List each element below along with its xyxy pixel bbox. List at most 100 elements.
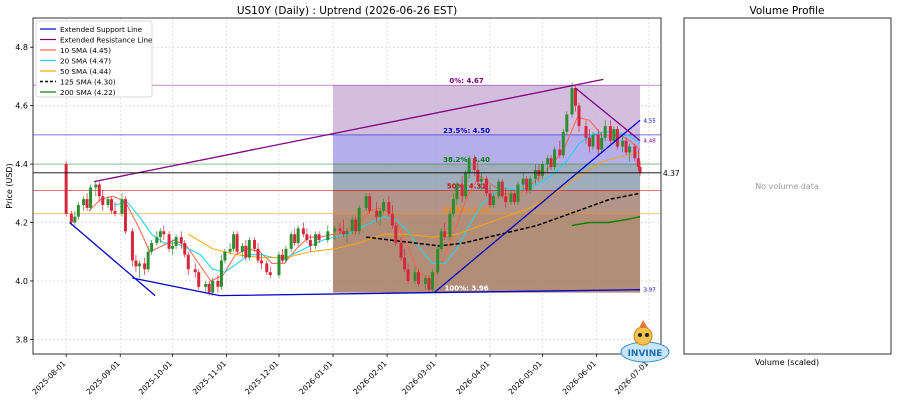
x-tick-label: 2025-10-01: [137, 359, 174, 396]
candle-body: [101, 196, 105, 205]
candle-body: [223, 251, 227, 261]
sma50-line: [188, 151, 641, 259]
x-tick-label: 2026-05-01: [507, 359, 544, 396]
candle-body: [314, 234, 318, 246]
candle-body: [553, 149, 557, 168]
candle-body: [455, 184, 459, 200]
trendline-end-label: 4.48: [644, 139, 657, 145]
volume-profile-title: Volume Profile: [749, 5, 824, 17]
candle-body: [289, 234, 293, 249]
main-plot-frame: [32, 17, 662, 355]
candle-body: [600, 137, 604, 150]
support-line: [69, 222, 156, 297]
fib-level-label: 100%: 3.96: [444, 285, 488, 293]
legend-entry: 20 SMA (4.47): [60, 56, 111, 65]
candle-body: [240, 245, 244, 252]
candle-body: [621, 140, 625, 147]
candlesticks: [64, 82, 642, 296]
support-line-lower: [132, 277, 641, 297]
candle-body: [460, 184, 464, 197]
candle-body: [561, 131, 565, 156]
candle-body: [364, 196, 368, 208]
candle-body: [596, 134, 600, 150]
y-tick-label: 4.0: [15, 277, 28, 286]
annotations: 4.37 4.55 4.48 3.97: [33, 118, 680, 294]
candle-body: [497, 181, 501, 197]
candle-body: [417, 272, 421, 284]
x-tick-label: 2025-11-01: [191, 359, 228, 396]
candle-body: [488, 193, 492, 205]
candle-body: [186, 254, 190, 270]
candle-body: [624, 140, 628, 153]
candle-body: [253, 240, 257, 249]
candle-body: [158, 231, 162, 238]
candle-body: [540, 164, 544, 176]
candle-body: [301, 228, 305, 235]
y-tick-label: 4.4: [15, 160, 28, 169]
x-tick-label: 2026-01-01: [297, 359, 334, 396]
candle-body: [277, 254, 281, 276]
candle-body: [406, 269, 410, 281]
candle-body: [305, 234, 309, 241]
candle-body: [73, 216, 77, 223]
moving-averages: [88, 116, 641, 282]
candle-body: [525, 178, 529, 191]
candle-body: [308, 240, 312, 246]
x-tick-label: 2025-08-01: [30, 359, 67, 396]
candle-body: [326, 231, 330, 241]
candle-body: [436, 248, 440, 273]
candle-body: [265, 263, 269, 273]
candle-body: [123, 199, 127, 232]
candle-body: [162, 231, 166, 235]
candle-body: [574, 88, 578, 106]
candle-body: [467, 158, 471, 173]
x-tick-label: 2026-04-01: [454, 359, 491, 396]
candle-body: [476, 169, 480, 182]
fib-band: [333, 85, 641, 135]
candle-body: [636, 158, 640, 168]
candle-body: [591, 134, 595, 147]
candle-body: [232, 234, 236, 249]
candle-body: [280, 254, 284, 261]
candle-body: [464, 172, 468, 197]
legend-entry: 125 SMA (4.30): [60, 77, 116, 86]
candle-body: [615, 129, 619, 147]
volume-profile-frame: [683, 17, 892, 355]
candle-body: [451, 199, 455, 214]
candle-body: [413, 272, 417, 281]
candle-body: [216, 280, 220, 287]
candle-body: [472, 158, 476, 170]
candle-body: [167, 234, 171, 249]
candle-body: [211, 280, 215, 293]
candle-body: [338, 228, 342, 232]
candle-body: [342, 231, 346, 235]
candle-body: [354, 219, 358, 232]
fib-level-label: 0%: 4.67: [449, 77, 484, 85]
mascot-logo: INVINE: [620, 320, 670, 363]
candle-body: [612, 129, 616, 141]
candle-body: [333, 228, 337, 232]
candle-body: [207, 283, 211, 293]
candle-body: [260, 260, 264, 264]
candle-body: [608, 126, 612, 141]
candle-body: [268, 272, 272, 276]
candle-body: [183, 242, 187, 255]
candle-body: [228, 248, 232, 252]
legend-entry: 10 SMA (4.45): [60, 46, 111, 55]
candle-body: [219, 260, 223, 287]
y-tick-label: 4.2: [15, 219, 28, 228]
candle-body: [516, 184, 520, 203]
legend-entry: 50 SMA (4.44): [60, 67, 111, 76]
candle-body: [94, 184, 98, 188]
y-axis-label: Price (USD): [5, 163, 14, 208]
candle-body: [69, 213, 73, 223]
trendline-end-label: 3.97: [644, 288, 657, 294]
candle-body: [443, 231, 447, 238]
candle-body: [97, 184, 101, 197]
candle-body: [390, 213, 394, 226]
no-volume-data-text: No volume data: [755, 182, 819, 191]
volume-profile-x-label: Volume (scaled): [755, 358, 819, 367]
candle-body: [85, 199, 89, 208]
legend-entry: Extended Support Line: [60, 25, 143, 34]
